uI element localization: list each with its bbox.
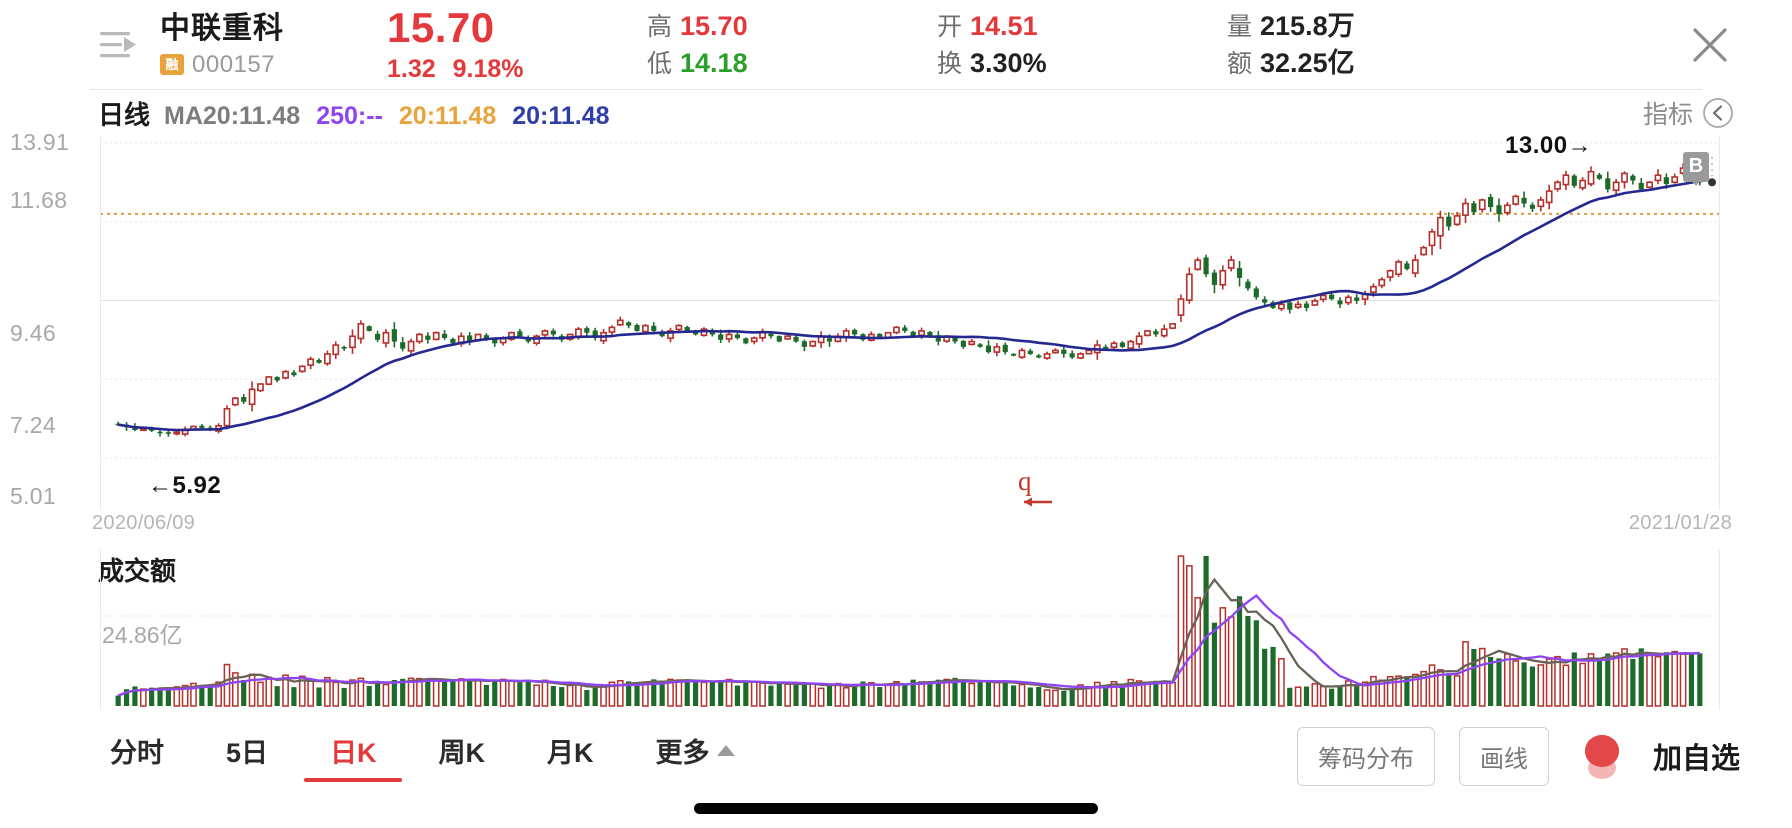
add-to-watchlist-button[interactable]: 加自选 xyxy=(1652,743,1740,775)
price-candlestick-chart[interactable] xyxy=(100,135,1720,510)
tab-more[interactable]: 更多 xyxy=(656,731,735,782)
margin-trading-badge: 融 xyxy=(160,54,184,75)
tab-weekly-k[interactable]: 周K xyxy=(438,737,486,768)
stat-open-label: 开 xyxy=(937,13,963,41)
indicator-legend-bar: 日线 MA20:11.48 250:-- 20:11.48 20:11.48 指… xyxy=(0,92,1792,134)
list-arrow-icon[interactable] xyxy=(96,22,142,68)
tab-five-day[interactable]: 5日 xyxy=(226,737,269,768)
stat-col-volume-amount: 量 215.8万 额 32.25亿 xyxy=(1227,8,1527,82)
indicator-switch[interactable]: 指标 xyxy=(1643,95,1734,131)
stat-low-label: 低 xyxy=(647,50,673,78)
price-block: 15.70 1.32 9.18% xyxy=(387,6,637,84)
stat-volume-value: 215.8万 xyxy=(1260,11,1355,41)
tab-intraday[interactable]: 分时 xyxy=(110,737,164,768)
price-chart-frame xyxy=(100,135,1720,510)
draw-line-button[interactable]: 画线 xyxy=(1458,726,1549,786)
indicator-legend-left: 日线 MA20:11.48 250:-- 20:11.48 20:11.48 xyxy=(98,95,610,132)
indicator-switch-label: 指标 xyxy=(1642,101,1693,129)
stat-high-value: 15.70 xyxy=(680,11,748,41)
volume-axis-tick: 24.86亿 xyxy=(102,622,183,648)
record-circle-icon[interactable] xyxy=(1573,727,1631,785)
home-indicator-bar xyxy=(694,803,1098,814)
volume-bar-chart[interactable] xyxy=(100,550,1720,710)
stock-code: 000157 xyxy=(192,50,276,78)
chevron-left-circle-icon[interactable] xyxy=(1702,97,1734,129)
ma20-legend: MA20:11.48 xyxy=(164,101,301,130)
volume-pane-title: 成交额 xyxy=(98,556,177,586)
chart-date-start: 2020/06/09 xyxy=(92,512,196,534)
stat-turnover-rate: 换 3.30% xyxy=(937,45,1227,82)
tab-more-label: 更多 xyxy=(655,737,710,768)
marker-q-annotation[interactable]: q xyxy=(1018,468,1058,520)
ma250-legend: 250:-- xyxy=(316,101,383,130)
chart-period-label: 日线 xyxy=(98,99,151,130)
chart-bottom-toolbar: 分时 5日 日K 周K 月K 更多 筹码分布 画线 加自选 xyxy=(0,716,1792,796)
left-arrow-icon xyxy=(1024,497,1052,507)
stat-turnover-rate-label: 换 xyxy=(937,50,963,78)
stat-volume: 量 215.8万 xyxy=(1227,8,1527,45)
buy-marker-badge[interactable]: B xyxy=(1683,152,1709,186)
chip-distribution-button[interactable]: 筹码分布 xyxy=(1296,726,1435,786)
ma20-orange-legend: 20:11.48 xyxy=(398,101,497,130)
stat-low: 低 14.18 xyxy=(647,45,937,82)
price-annotation-upper: 13.00→ xyxy=(1505,132,1593,159)
chart-date-end: 2021/01/28 xyxy=(1628,512,1732,534)
stat-volume-label: 量 xyxy=(1227,13,1253,41)
stat-low-value: 14.18 xyxy=(680,48,748,78)
volume-chart-pane[interactable] xyxy=(100,550,1720,710)
stat-amount-value: 32.25亿 xyxy=(1260,48,1355,78)
tab-monthly-k[interactable]: 月K xyxy=(547,737,594,768)
marker-q-letter: q xyxy=(1018,466,1032,496)
stat-high-label: 高 xyxy=(647,13,673,41)
stat-turnover-rate-value: 3.30% xyxy=(970,48,1047,78)
header-divider xyxy=(90,89,1702,90)
stock-header: 中联重科 融 000157 15.70 1.32 9.18% 高 15.70 低… xyxy=(0,0,1792,90)
price-axis-tick-4: 5.01 xyxy=(10,483,56,509)
stat-open-value: 14.51 xyxy=(970,11,1038,41)
price-axis-tick-3: 7.24 xyxy=(10,412,56,438)
stat-amount: 额 32.25亿 xyxy=(1227,45,1527,82)
chart-action-buttons: 筹码分布 画线 加自选 xyxy=(1296,726,1740,786)
caret-up-icon xyxy=(716,744,735,756)
price-chart-pane[interactable] xyxy=(100,135,1720,510)
price-change-row: 1.32 9.18% xyxy=(387,55,637,84)
timeframe-tabs: 分时 5日 日K 周K 月K 更多 xyxy=(110,731,735,782)
price-axis-tick-2: 9.46 xyxy=(10,320,56,346)
stat-col-high-low: 高 15.70 低 14.18 xyxy=(647,8,937,82)
stock-identity: 中联重科 融 000157 xyxy=(160,12,375,79)
ma20-blue-legend: 20:11.48 xyxy=(512,101,610,130)
price-axis-tick-1: 11.68 xyxy=(10,187,68,213)
stat-open: 开 14.51 xyxy=(937,8,1227,45)
tab-daily-k[interactable]: 日K xyxy=(330,731,377,782)
last-price: 15.70 xyxy=(387,4,495,51)
volume-chart-frame xyxy=(100,550,1720,710)
stat-amount-label: 额 xyxy=(1227,50,1253,78)
stat-col-open-turnover: 开 14.51 换 3.30% xyxy=(937,8,1227,82)
stock-code-row: 融 000157 xyxy=(160,51,375,79)
close-icon[interactable] xyxy=(1686,21,1734,69)
change-percent: 9.18% xyxy=(452,55,524,83)
price-annotation-lower: ←5.92 xyxy=(148,472,222,499)
stock-name: 中联重科 xyxy=(160,11,284,45)
change-absolute: 1.32 xyxy=(387,55,436,83)
stat-high: 高 15.70 xyxy=(647,8,937,45)
